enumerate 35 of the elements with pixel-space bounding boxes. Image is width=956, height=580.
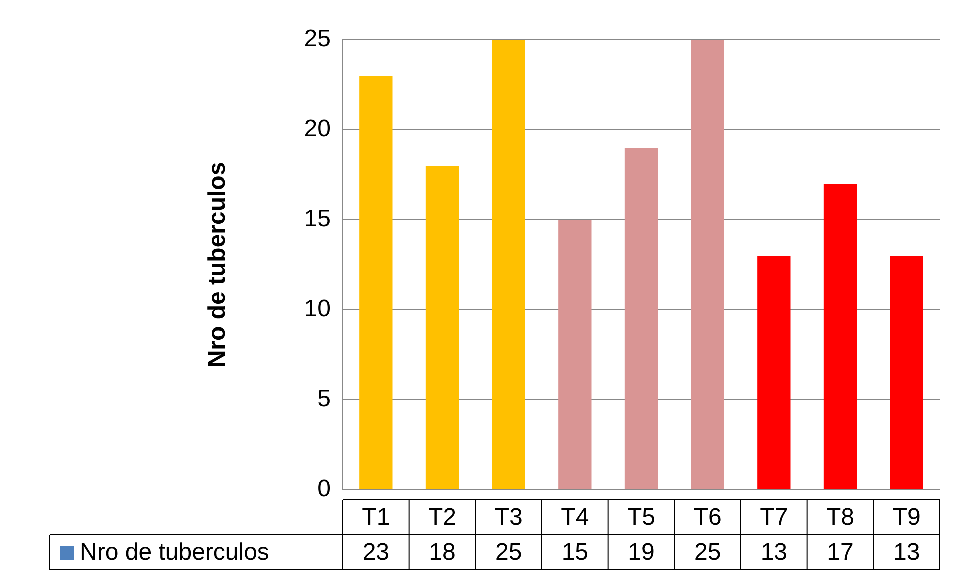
x-tick-label: T7 — [760, 504, 788, 532]
data-label: 25 — [694, 539, 722, 566]
x-tick-label: T2 — [428, 504, 457, 532]
x-tick-label: T4 — [561, 504, 590, 532]
bar — [890, 256, 924, 490]
bar — [624, 148, 658, 490]
data-label: 18 — [429, 539, 456, 566]
data-label: 17 — [827, 539, 854, 566]
bar — [360, 76, 393, 490]
bar — [492, 40, 526, 490]
data-label: 19 — [628, 539, 655, 566]
y-tick-label: 25 — [304, 26, 331, 53]
data-label: 23 — [362, 539, 390, 566]
y-tick-label: 15 — [304, 206, 331, 233]
x-tick-label: T8 — [826, 504, 855, 532]
data-label: 13 — [760, 539, 788, 566]
x-tick-label: T9 — [892, 504, 921, 532]
text: Nro de tuberculos — [80, 539, 270, 566]
x-tick-label: T1 — [362, 504, 390, 532]
y-axis-title: Nro de tuberculos — [204, 162, 232, 368]
bar — [758, 256, 791, 490]
data-label: 15 — [562, 539, 589, 566]
x-tick-label: T5 — [627, 504, 656, 532]
y-tick-label: 0 — [318, 476, 331, 503]
x-tick-label: T6 — [694, 504, 722, 532]
bar — [691, 40, 724, 490]
bar — [426, 166, 460, 490]
bar — [824, 184, 858, 490]
x-tick-label: T3 — [494, 504, 523, 532]
data-label: 13 — [893, 539, 920, 566]
y-tick-label: 5 — [318, 386, 331, 413]
data-label: 25 — [495, 539, 522, 566]
y-tick-label: 20 — [304, 116, 331, 143]
bar — [558, 220, 592, 490]
y-tick-label: 10 — [304, 296, 331, 323]
